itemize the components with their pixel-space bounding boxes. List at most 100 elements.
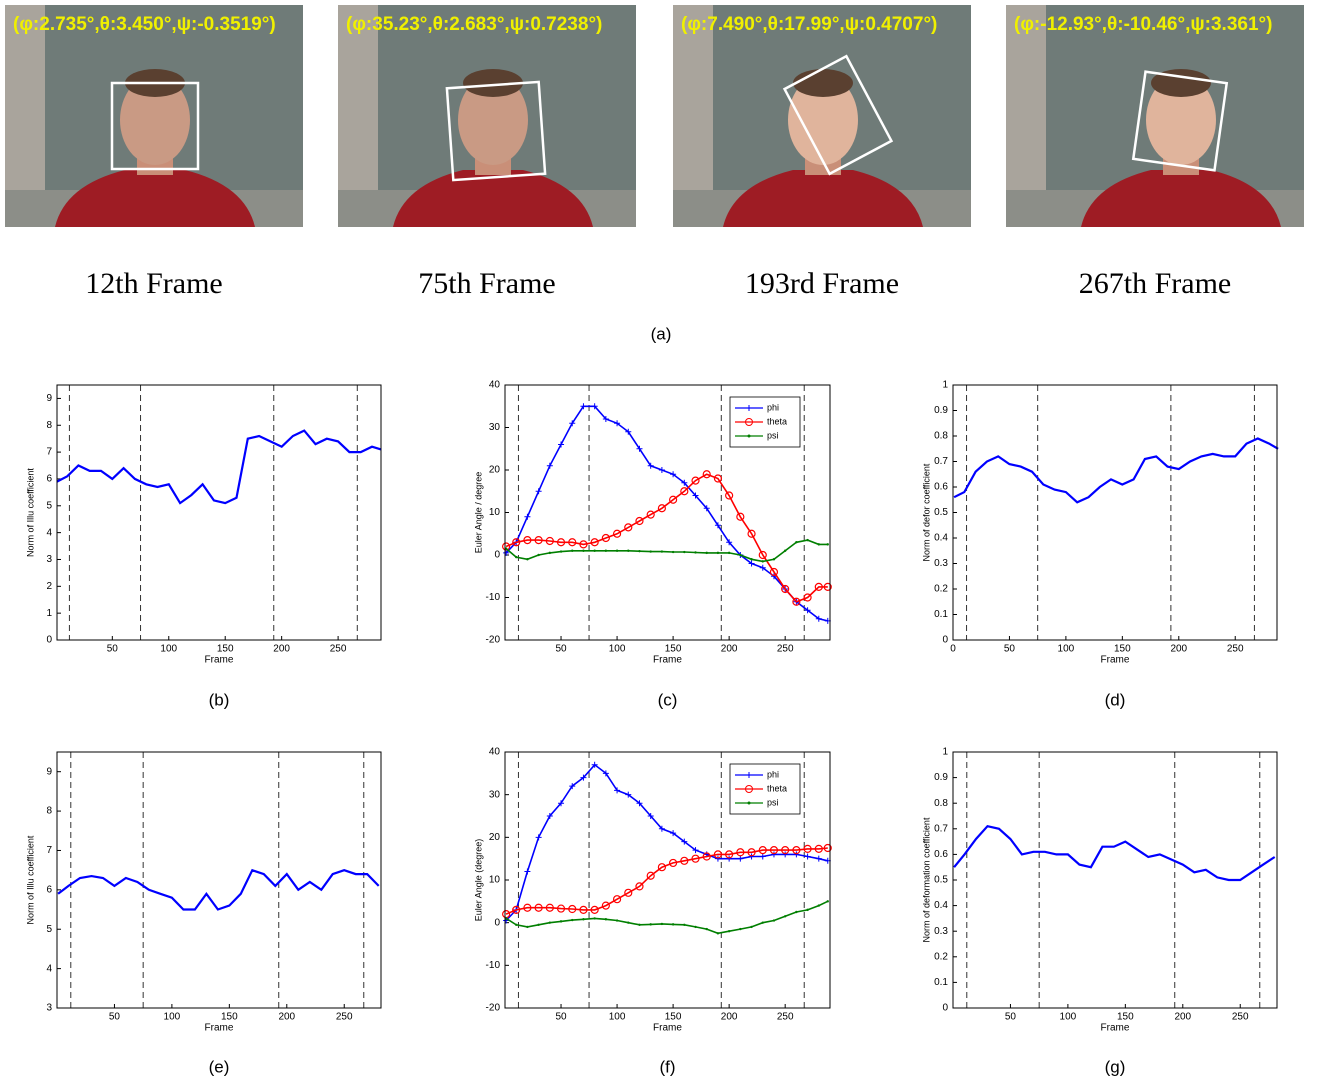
y-tick-label: 4 bbox=[46, 527, 52, 538]
y-tick-label: 1 bbox=[942, 380, 948, 391]
y-tick-label: 0.8 bbox=[934, 798, 948, 809]
pose-overlay: (φ:7.490°,θ:17.99°,ψ:0.4707°) bbox=[681, 14, 937, 35]
marker-dot bbox=[560, 550, 562, 552]
marker-dot bbox=[706, 552, 708, 554]
y-tick-label: 4 bbox=[46, 963, 52, 974]
y-tick-label: 0.5 bbox=[934, 875, 948, 886]
marker-dot bbox=[582, 918, 584, 920]
panel-label: (c) bbox=[658, 690, 678, 709]
x-tick-label: 200 bbox=[1174, 1012, 1191, 1023]
marker-dot bbox=[661, 923, 663, 925]
marker-dot bbox=[806, 909, 808, 911]
figure: (a) (φ:2.735°,θ:3.450°,ψ:-0.3519°)12th F… bbox=[0, 0, 1321, 1082]
marker-dot bbox=[549, 552, 551, 554]
x-tick-label: 50 bbox=[107, 644, 119, 655]
x-tick-label: 150 bbox=[221, 1012, 238, 1023]
marker-dot bbox=[560, 920, 562, 922]
x-axis-label: Frame bbox=[1101, 655, 1130, 666]
x-tick-label: 150 bbox=[217, 644, 234, 655]
y-tick-label: 9 bbox=[46, 393, 52, 404]
frame-caption: 267th Frame bbox=[1079, 267, 1231, 300]
marker-dot bbox=[818, 543, 820, 545]
y-tick-label: 0.4 bbox=[934, 533, 948, 544]
photo: (φ:2.735°,θ:3.450°,ψ:-0.3519°) bbox=[5, 5, 303, 227]
pose-overlay: (φ:2.735°,θ:3.450°,ψ:-0.3519°) bbox=[13, 14, 276, 35]
marker-dot bbox=[818, 904, 820, 906]
x-tick-label: 200 bbox=[721, 644, 738, 655]
marker-dot bbox=[694, 926, 696, 928]
y-axis-label: Norm of Illu coefficient bbox=[25, 468, 35, 557]
y-tick-label: 40 bbox=[489, 380, 501, 391]
marker-dot bbox=[526, 926, 528, 928]
y-tick-label: -10 bbox=[486, 592, 501, 603]
y-tick-label: 0 bbox=[942, 1003, 948, 1014]
legend-label: psi bbox=[767, 797, 779, 807]
panel-label: (d) bbox=[1105, 690, 1126, 709]
y-tick-label: 6 bbox=[46, 884, 52, 895]
marker-dot bbox=[762, 921, 764, 923]
marker-dot bbox=[649, 923, 651, 925]
marker-dot bbox=[571, 550, 573, 552]
x-tick-label: 250 bbox=[1232, 1012, 1249, 1023]
marker-dot bbox=[672, 923, 674, 925]
marker-dot bbox=[672, 551, 674, 553]
frame-caption: 12th Frame bbox=[85, 267, 222, 300]
y-tick-label: 0 bbox=[46, 635, 52, 646]
photo: (φ:35.23°,θ:2.683°,ψ:0.7238°) bbox=[338, 5, 636, 227]
y-axis-label: Euler Angle (degree) bbox=[473, 839, 483, 922]
y-tick-label: 0.5 bbox=[934, 507, 948, 518]
marker-dot bbox=[784, 550, 786, 552]
x-axis-label: Frame bbox=[653, 1023, 682, 1034]
panel-label: (b) bbox=[209, 690, 230, 709]
x-tick-label: 100 bbox=[609, 1012, 626, 1023]
y-tick-label: 20 bbox=[489, 465, 501, 476]
hair bbox=[793, 69, 853, 97]
y-tick-label: 0.3 bbox=[934, 558, 948, 569]
y-tick-label: 0.1 bbox=[934, 609, 948, 620]
frame-caption: 75th Frame bbox=[418, 267, 555, 300]
x-tick-label: 100 bbox=[1058, 644, 1075, 655]
x-tick-label: 50 bbox=[555, 644, 567, 655]
marker-dot bbox=[593, 550, 595, 552]
x-tick-label: 100 bbox=[164, 1012, 181, 1023]
marker-dot bbox=[515, 924, 517, 926]
y-tick-label: 20 bbox=[489, 832, 501, 843]
legend-label: phi bbox=[767, 769, 779, 779]
y-tick-label: 1 bbox=[46, 608, 52, 619]
marker-dot bbox=[627, 550, 629, 552]
y-tick-label: 2 bbox=[46, 581, 52, 592]
y-tick-label: -20 bbox=[486, 635, 501, 646]
marker-dot bbox=[739, 928, 741, 930]
chart: 501001502002503456789FrameNorm of Illu c… bbox=[25, 752, 381, 1076]
x-tick-label: 150 bbox=[1117, 1012, 1134, 1023]
x-axis-label: Frame bbox=[205, 655, 234, 666]
x-tick-label: 250 bbox=[330, 644, 347, 655]
y-tick-label: 7 bbox=[46, 447, 52, 458]
marker-dot bbox=[549, 921, 551, 923]
marker-dot bbox=[515, 556, 517, 558]
marker-dot bbox=[649, 550, 651, 552]
y-tick-label: 9 bbox=[46, 766, 52, 777]
marker-dot bbox=[582, 550, 584, 552]
marker-dot bbox=[762, 560, 764, 562]
x-axis-label: Frame bbox=[653, 655, 682, 666]
legend-label: phi bbox=[767, 402, 779, 412]
y-tick-label: 40 bbox=[489, 747, 501, 758]
y-tick-label: 0.7 bbox=[934, 823, 948, 834]
y-tick-label: 5 bbox=[46, 924, 52, 935]
x-tick-label: 250 bbox=[336, 1012, 353, 1023]
x-tick-label: 100 bbox=[609, 644, 626, 655]
marker-dot bbox=[827, 543, 829, 545]
x-tick-label: 200 bbox=[721, 1012, 738, 1023]
pose-overlay: (φ:35.23°,θ:2.683°,ψ:0.7238°) bbox=[346, 14, 602, 35]
marker-dot bbox=[728, 552, 730, 554]
y-tick-label: 8 bbox=[46, 806, 52, 817]
y-tick-label: 0.9 bbox=[934, 772, 948, 783]
marker-dot bbox=[537, 554, 539, 556]
marker-dot bbox=[806, 539, 808, 541]
chart: 05010015020025000.10.20.30.40.50.60.70.8… bbox=[921, 380, 1278, 710]
y-tick-label: -20 bbox=[486, 1003, 501, 1014]
y-tick-label: 0 bbox=[494, 550, 500, 561]
